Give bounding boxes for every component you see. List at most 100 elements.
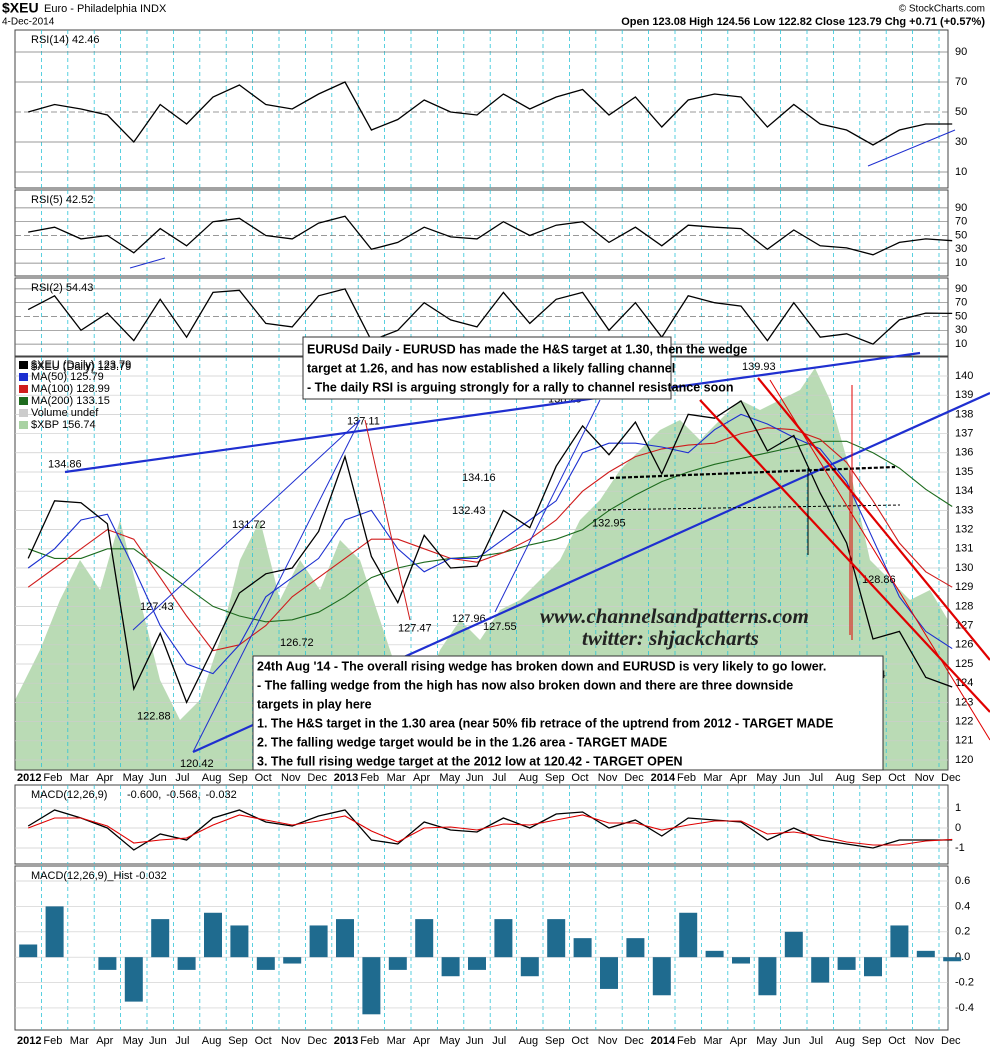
y-tick-label: 137 — [955, 427, 973, 439]
x-tick-label: May — [123, 772, 144, 784]
x-tick-label: Jun — [149, 772, 167, 784]
x-tick-label: Jul — [175, 1035, 189, 1047]
y-tick-label: 136 — [955, 447, 973, 459]
x-tick-label: Oct — [571, 1035, 588, 1047]
x-tick-label: Feb — [43, 772, 62, 784]
x-tick-label: Apr — [96, 1035, 113, 1047]
point-label: 131.72 — [232, 519, 266, 531]
hist-bar — [204, 912, 222, 958]
y-tick-label: 125 — [955, 658, 973, 670]
hist-bar — [19, 944, 38, 958]
x-tick-label: Dec — [307, 772, 327, 784]
legend-label: MA(50) 125.79 — [31, 371, 104, 383]
hist-bar — [388, 957, 407, 970]
hist-bar — [283, 957, 302, 964]
hist-bar — [837, 957, 856, 970]
series-line — [27, 427, 953, 652]
legend-swatch — [19, 385, 28, 393]
x-tick-label: Apr — [730, 772, 747, 784]
y-tick-label: 10 — [955, 166, 967, 178]
panel-frame — [14, 29, 949, 189]
y-tick-label: 135 — [955, 466, 973, 478]
y-tick-label: 70 — [955, 216, 967, 228]
point-label: 120.42 — [180, 758, 214, 770]
panel-frame — [14, 189, 949, 277]
hist-bar — [547, 919, 566, 958]
x-tick-label: Oct — [888, 1035, 905, 1047]
y-tick-label: 30 — [955, 324, 967, 336]
hist-bar — [916, 950, 935, 958]
box-line: targets in play here — [257, 697, 372, 711]
legend-value: -0.568, — [166, 789, 200, 801]
instrument-name: Euro - Philadelphia INDX — [44, 3, 167, 15]
hist-bar — [230, 925, 249, 958]
x-tick-label: Nov — [281, 1035, 301, 1047]
hist-bar — [441, 957, 460, 977]
legend-label: MA(100) 128.99 — [31, 383, 110, 395]
x-tick-label: Aug — [835, 772, 855, 784]
x-tick-label: May — [756, 772, 777, 784]
x-tick-label: Jul — [492, 1035, 506, 1047]
hist-bar — [573, 938, 592, 958]
hist-bar — [151, 919, 170, 958]
y-tick-label: -0.4 — [955, 1002, 974, 1014]
quote: Open 123.08 High 124.56 Low 122.82 Close… — [621, 16, 985, 28]
x-tick-label: Nov — [915, 772, 935, 784]
point-label: 122.88 — [137, 711, 171, 723]
point-label: 137.11 — [347, 415, 380, 427]
x-tick-label: Jul — [492, 772, 506, 784]
x-tick-label: Apr — [730, 1035, 747, 1047]
y-tick-label: 50 — [955, 106, 967, 118]
y-tick-label: 140 — [955, 370, 973, 382]
hist-bar — [652, 957, 671, 996]
box-line: 3. The full rising wedge target at the 2… — [257, 754, 683, 768]
hist-bar — [758, 957, 777, 996]
point-label: 127.43 — [140, 601, 174, 613]
x-tick-label: Sep — [545, 772, 565, 784]
legend-value: -0.600, — [127, 789, 161, 801]
x-tick-label: Jul — [809, 1035, 823, 1047]
x-tick-label: Feb — [677, 1035, 696, 1047]
x-tick-label: Sep — [228, 772, 248, 784]
y-tick-label: 90 — [955, 202, 967, 214]
hist-bar — [626, 938, 645, 958]
hist-bar — [362, 957, 381, 1015]
x-tick-label: Oct — [255, 1035, 272, 1047]
hist-bar — [494, 919, 513, 958]
y-tick-label: -1 — [955, 842, 965, 854]
watermark: www.channelsandpatterns.com — [540, 604, 809, 628]
x-tick-label: Jul — [809, 772, 823, 784]
trendlines — [64, 129, 990, 754]
hist-bar — [943, 957, 962, 962]
panel-title: $XEU (Daily) 123.79 — [31, 361, 131, 373]
hist-bar — [520, 957, 539, 977]
series-line — [27, 399, 953, 705]
y-tick-label: 129 — [955, 581, 973, 593]
x-tick-label: Mar — [70, 1035, 89, 1047]
x-tick-label: Mar — [387, 772, 406, 784]
box-line: EURUSd Daily - EURUSD has made the H&S t… — [307, 342, 747, 356]
date: 4-Dec-2014 — [2, 17, 55, 28]
point-label: 132.95 — [592, 517, 626, 529]
point-label: 139.93 — [742, 361, 776, 373]
y-tick-label: 10 — [955, 257, 967, 269]
legend-swatch — [19, 409, 28, 417]
box-line: - The daily RSI is arguing strongly for … — [307, 380, 734, 394]
y-tick-label: 131 — [955, 543, 973, 555]
y-tick-label: 122 — [955, 716, 973, 728]
point-label: 132.43 — [452, 505, 486, 517]
x-tick-label: Feb — [677, 772, 696, 784]
legend-swatch — [19, 421, 28, 429]
hist-bar — [45, 906, 64, 958]
hist-bar — [784, 931, 803, 958]
y-tick-label: 128 — [955, 600, 973, 612]
legend-swatch — [19, 373, 28, 381]
x-tick-label: Oct — [888, 772, 905, 784]
y-tick-label: 90 — [955, 283, 967, 295]
panel-title: RSI(14) 42.46 — [31, 34, 99, 46]
y-tick-label: 90 — [955, 46, 967, 58]
y-tick-label: 30 — [955, 136, 967, 148]
hist-bar — [256, 957, 275, 970]
box-line: - The falling wedge from the high has no… — [257, 678, 793, 692]
x-tick-label: 2013 — [334, 772, 358, 784]
